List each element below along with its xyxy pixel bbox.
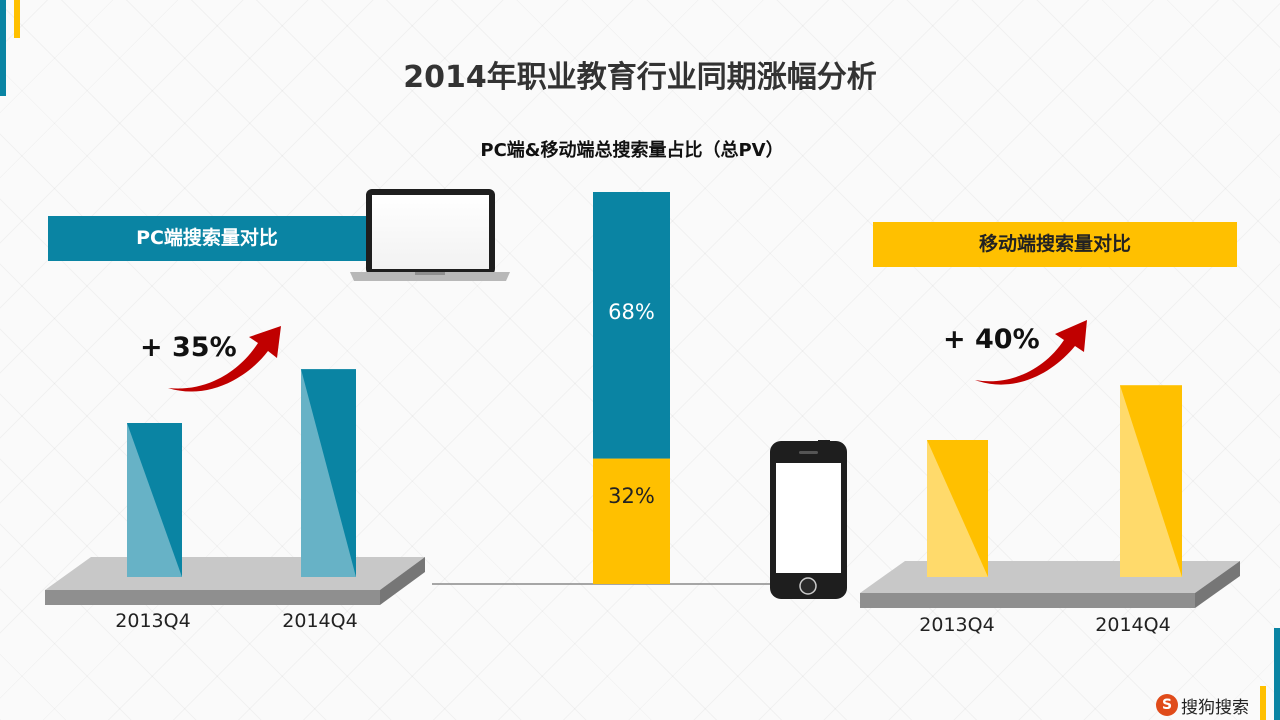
mobile-growth-label: + 40% <box>943 324 1040 355</box>
mobile-platform <box>860 561 1240 608</box>
mobile-category-label: 2014Q4 <box>1095 614 1171 636</box>
pc-category-label: 2014Q4 <box>282 610 358 632</box>
corner-accent-gold <box>14 0 20 38</box>
pc-growth-arrow-icon <box>168 326 281 392</box>
pc-bar <box>301 369 356 577</box>
mobile-share-segment <box>593 458 670 584</box>
sogou-logo-text: 搜狗搜索 <box>1181 697 1249 718</box>
center-chart-title: PC端&移动端总搜索量占比（总PV） <box>480 140 784 161</box>
corner-accent-teal <box>0 0 6 96</box>
pc-bar <box>127 423 182 577</box>
mobile-bar <box>1120 385 1182 577</box>
mobile-category-label: 2013Q4 <box>919 614 995 636</box>
laptop-icon <box>350 189 510 281</box>
sogou-logo: S 搜狗搜索 <box>1156 692 1249 718</box>
pc-share-segment <box>593 192 670 459</box>
mobile-chart-title-banner: 移动端搜索量对比 <box>873 222 1237 267</box>
mobile-bar <box>927 440 988 577</box>
pc-growth-label: + 35% <box>140 332 237 363</box>
mobile-growth-arrow-icon <box>975 320 1087 385</box>
corner-accent-gold-bottom <box>1260 686 1266 720</box>
phone-icon <box>770 440 847 599</box>
sogou-logo-icon: S <box>1156 694 1178 716</box>
mobile-share-label: 32% <box>608 484 655 508</box>
page-title: 2014年职业教育行业同期涨幅分析 <box>403 60 877 95</box>
pc-chart-title-banner: PC端搜索量对比 <box>48 216 366 261</box>
pc-share-label: 68% <box>608 300 655 324</box>
corner-accent-teal-bottom <box>1274 628 1280 720</box>
pc-category-label: 2013Q4 <box>115 610 191 632</box>
pc-platform <box>45 557 425 605</box>
